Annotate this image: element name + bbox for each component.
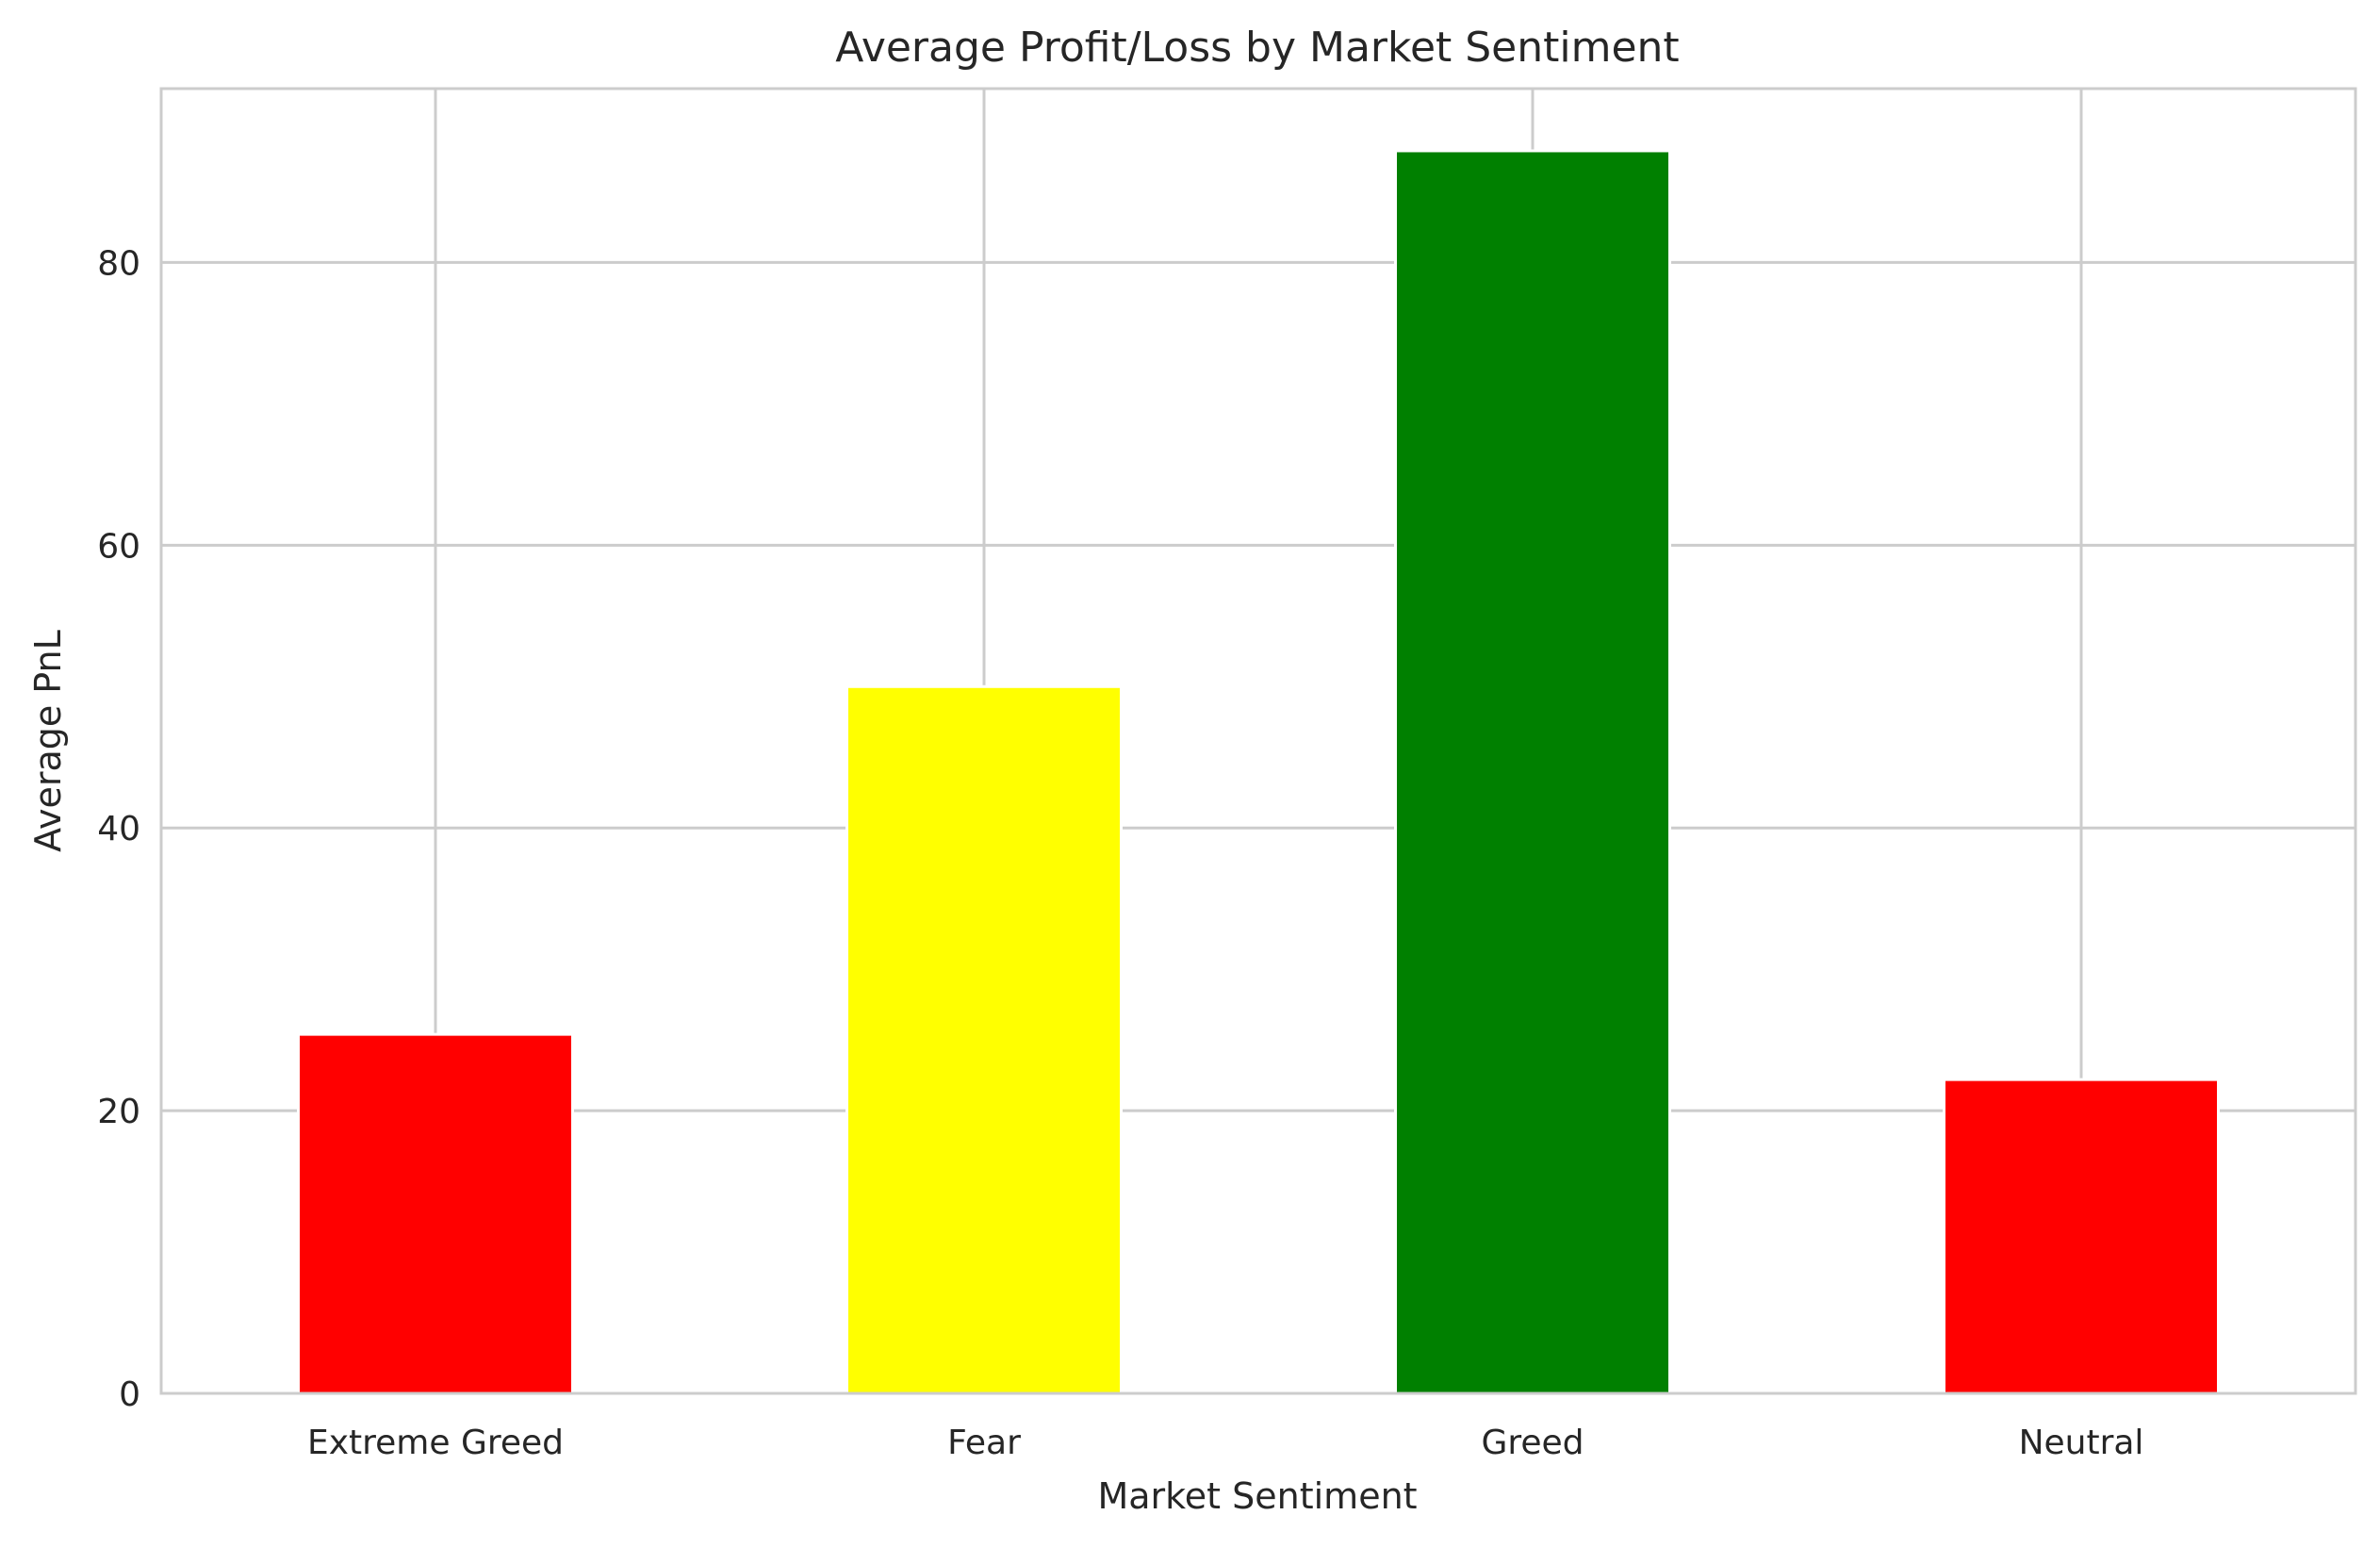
x-tick-label: Neutral xyxy=(2019,1424,2144,1462)
bar-neutral xyxy=(1943,1078,2220,1395)
x-axis-label: Market Sentiment xyxy=(1097,1475,1417,1517)
y-tick-label: 0 xyxy=(119,1375,140,1414)
y-tick-label: 80 xyxy=(97,244,140,283)
bars-layer xyxy=(297,149,2220,1395)
y-tick-label: 40 xyxy=(97,810,140,848)
ticks-layer: 0 20 40 60 80 Extreme Greed Fear Greed Neutral xyxy=(97,244,2143,1462)
bar-greed xyxy=(1394,149,1671,1395)
bar-extreme-greed xyxy=(297,1032,574,1395)
x-tick-label: Fear xyxy=(947,1424,1021,1462)
x-tick-label: Extreme Greed xyxy=(307,1424,564,1462)
y-tick-label: 60 xyxy=(97,527,140,566)
bar-fear xyxy=(845,684,1123,1395)
x-tick-label: Greed xyxy=(1481,1424,1584,1462)
plot-frame xyxy=(159,87,2357,1395)
y-axis-label: Average PnL xyxy=(27,630,69,852)
y-tick-label: 20 xyxy=(97,1093,140,1131)
chart-title: Average Profit/Loss by Market Sentiment xyxy=(835,24,1679,72)
